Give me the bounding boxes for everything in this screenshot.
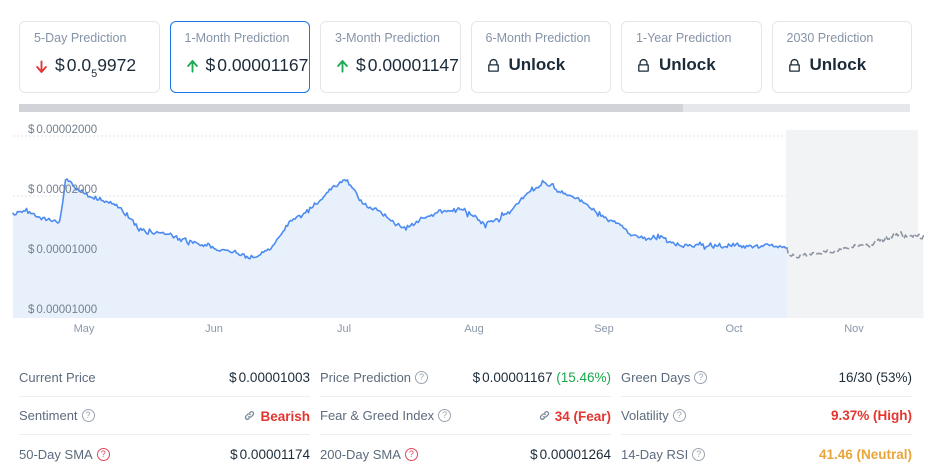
svg-text:Jun: Jun (205, 323, 223, 335)
svg-text:Sep: Sep (594, 323, 614, 335)
svg-text:Jul: Jul (337, 323, 351, 335)
svg-text:May: May (74, 323, 95, 335)
svg-text:Aug: Aug (464, 323, 484, 335)
svg-text:$0.00002000: $0.00002000 (28, 184, 97, 196)
svg-text:Oct: Oct (725, 323, 742, 335)
svg-text:Nov: Nov (844, 323, 864, 335)
svg-text:$0.00002000: $0.00002000 (28, 124, 97, 136)
svg-text:$0.00001000: $0.00001000 (28, 304, 97, 316)
svg-text:$0.00001000: $0.00001000 (28, 244, 97, 256)
